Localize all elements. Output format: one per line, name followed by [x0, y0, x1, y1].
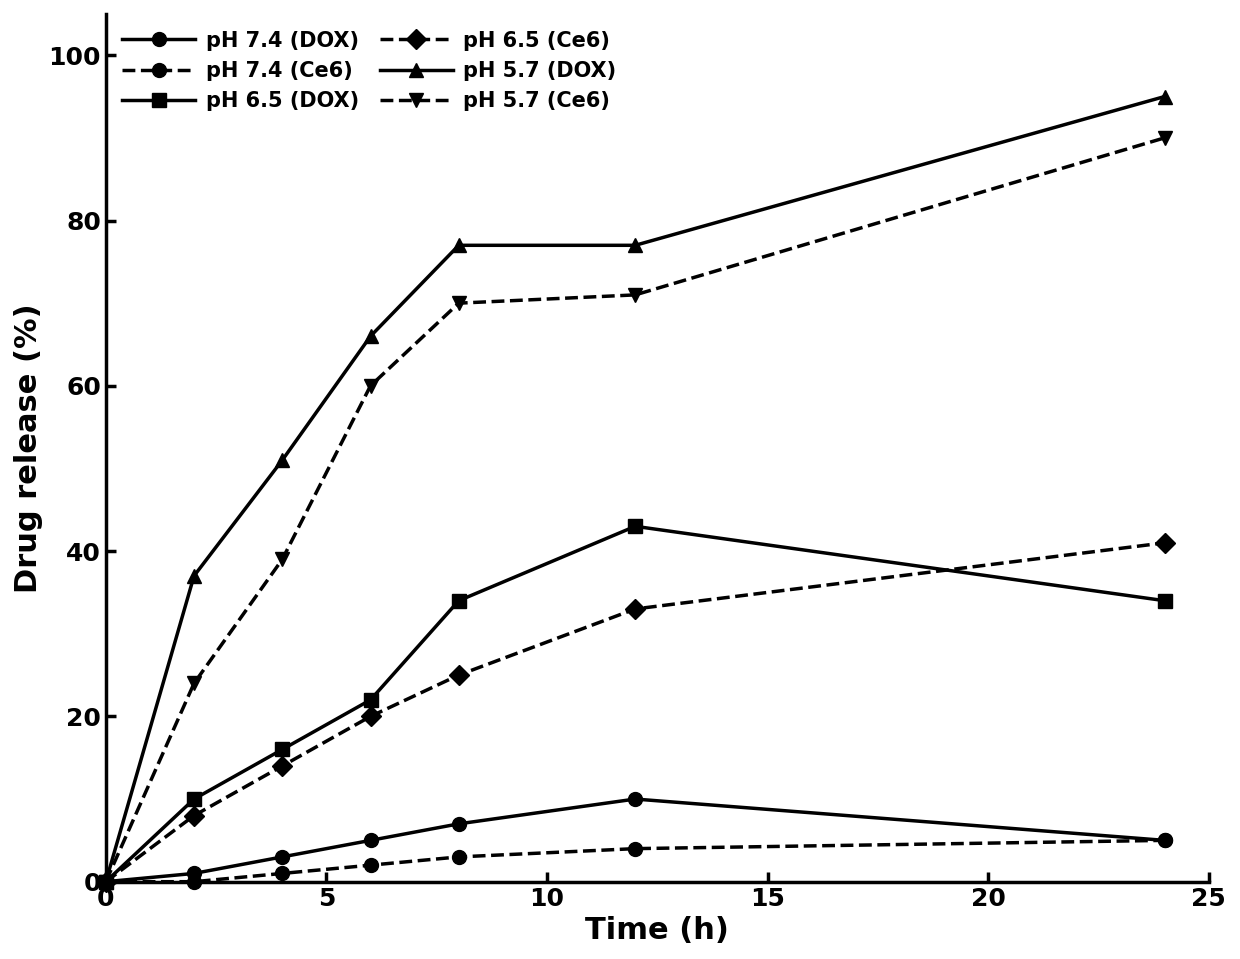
- pH 7.4 (DOX): [186, 868, 201, 879]
- pH 7.4 (Ce6): [451, 852, 466, 863]
- pH 6.5 (DOX): [627, 521, 642, 532]
- pH 6.5 (Ce6): [275, 760, 290, 772]
- Line: pH 7.4 (DOX): pH 7.4 (DOX): [99, 792, 1172, 889]
- pH 7.4 (Ce6): [363, 859, 378, 871]
- pH 5.7 (Ce6): [275, 553, 290, 565]
- pH 5.7 (Ce6): [627, 290, 642, 301]
- pH 5.7 (DOX): [363, 331, 378, 342]
- pH 7.4 (DOX): [275, 852, 290, 863]
- pH 6.5 (DOX): [363, 694, 378, 706]
- pH 6.5 (DOX): [186, 793, 201, 805]
- Line: pH 6.5 (Ce6): pH 6.5 (Ce6): [99, 536, 1172, 889]
- pH 6.5 (Ce6): [627, 603, 642, 615]
- Line: pH 5.7 (DOX): pH 5.7 (DOX): [99, 89, 1172, 889]
- Y-axis label: Drug release (%): Drug release (%): [14, 303, 43, 593]
- pH 5.7 (Ce6): [98, 876, 113, 887]
- pH 6.5 (DOX): [451, 595, 466, 606]
- pH 5.7 (DOX): [451, 240, 466, 251]
- pH 5.7 (DOX): [275, 455, 290, 466]
- pH 6.5 (Ce6): [363, 711, 378, 722]
- pH 5.7 (Ce6): [186, 678, 201, 690]
- pH 5.7 (Ce6): [451, 297, 466, 309]
- Line: pH 6.5 (DOX): pH 6.5 (DOX): [99, 520, 1172, 889]
- pH 6.5 (Ce6): [186, 809, 201, 821]
- pH 5.7 (DOX): [98, 876, 113, 887]
- X-axis label: Time (h): Time (h): [585, 916, 729, 946]
- pH 7.4 (Ce6): [186, 876, 201, 887]
- pH 6.5 (DOX): [275, 743, 290, 755]
- Legend: pH 7.4 (DOX), pH 7.4 (Ce6), pH 6.5 (DOX), pH 6.5 (Ce6), pH 5.7 (DOX), pH 5.7 (Ce: pH 7.4 (DOX), pH 7.4 (Ce6), pH 6.5 (DOX)…: [117, 24, 622, 118]
- pH 6.5 (Ce6): [451, 669, 466, 681]
- pH 7.4 (Ce6): [1157, 834, 1172, 846]
- pH 7.4 (Ce6): [98, 876, 113, 887]
- pH 7.4 (DOX): [363, 834, 378, 846]
- pH 6.5 (Ce6): [1157, 537, 1172, 549]
- pH 5.7 (Ce6): [1157, 132, 1172, 144]
- Line: pH 7.4 (Ce6): pH 7.4 (Ce6): [99, 833, 1172, 889]
- Line: pH 5.7 (Ce6): pH 5.7 (Ce6): [99, 131, 1172, 889]
- pH 6.5 (DOX): [1157, 595, 1172, 606]
- pH 5.7 (DOX): [1157, 91, 1172, 103]
- pH 6.5 (DOX): [98, 876, 113, 887]
- pH 6.5 (Ce6): [98, 876, 113, 887]
- pH 5.7 (DOX): [186, 571, 201, 582]
- pH 5.7 (DOX): [627, 240, 642, 251]
- pH 7.4 (DOX): [98, 876, 113, 887]
- pH 7.4 (Ce6): [275, 868, 290, 879]
- pH 5.7 (Ce6): [363, 380, 378, 391]
- pH 7.4 (Ce6): [627, 843, 642, 854]
- pH 7.4 (DOX): [627, 793, 642, 805]
- pH 7.4 (DOX): [451, 818, 466, 830]
- pH 7.4 (DOX): [1157, 834, 1172, 846]
